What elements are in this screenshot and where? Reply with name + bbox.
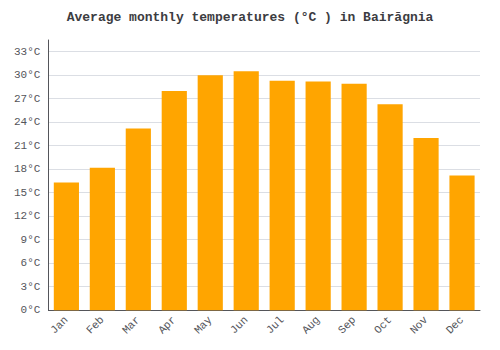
svg-text:Sep: Sep: [336, 314, 358, 336]
svg-text:21°C: 21°C: [14, 140, 41, 152]
svg-text:Dec: Dec: [444, 314, 466, 336]
svg-text:27°C: 27°C: [14, 93, 41, 105]
svg-text:Average monthly temperatures (: Average monthly temperatures (°C ) in Ba…: [67, 10, 434, 25]
svg-text:Aug: Aug: [300, 314, 322, 336]
svg-text:Nov: Nov: [408, 314, 431, 337]
svg-text:Jul: Jul: [264, 314, 286, 336]
svg-text:6°C: 6°C: [21, 257, 41, 269]
svg-text:Apr: Apr: [156, 314, 178, 336]
svg-text:Mar: Mar: [120, 314, 142, 336]
svg-text:0°C: 0°C: [21, 304, 41, 316]
svg-text:9°C: 9°C: [21, 234, 41, 246]
svg-text:May: May: [192, 314, 215, 337]
svg-text:24°C: 24°C: [14, 116, 41, 128]
svg-text:33°C: 33°C: [14, 46, 41, 58]
svg-text:Oct: Oct: [372, 314, 394, 336]
svg-text:30°C: 30°C: [14, 69, 41, 81]
svg-text:12°C: 12°C: [14, 210, 41, 222]
svg-text:3°C: 3°C: [21, 281, 41, 293]
svg-text:15°C: 15°C: [14, 187, 41, 199]
svg-text:Feb: Feb: [84, 314, 106, 336]
svg-text:18°C: 18°C: [14, 163, 41, 175]
svg-text:Jan: Jan: [48, 314, 70, 336]
svg-text:Jun: Jun: [228, 314, 250, 336]
